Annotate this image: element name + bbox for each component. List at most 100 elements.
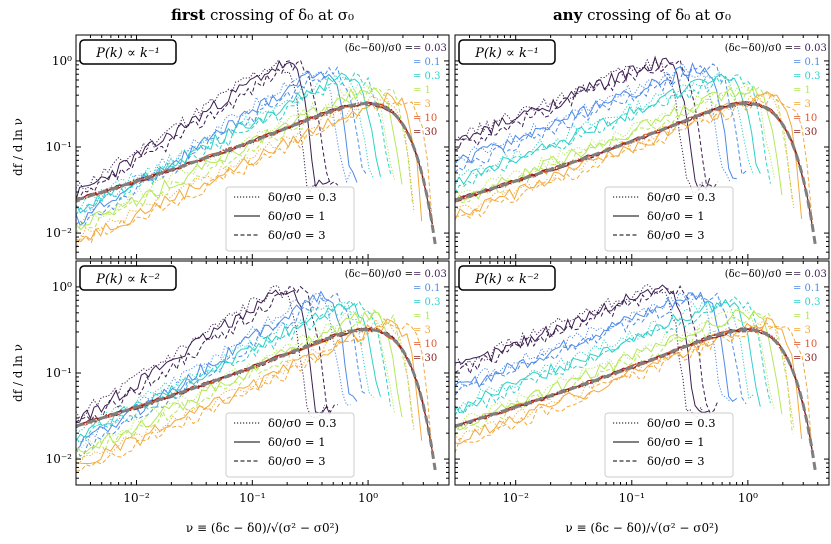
series-line-0.03-solid	[76, 60, 331, 201]
key-entry: = 3	[413, 99, 431, 110]
series-line-0.3-solid	[76, 72, 381, 214]
x-tick-label: 10⁻¹	[239, 491, 265, 505]
y-tick-label: 10⁰	[52, 54, 72, 68]
series-line-0.03-dashed	[455, 58, 719, 189]
series-line-3-solid	[76, 92, 423, 243]
series-line-3-dotted	[455, 316, 795, 443]
pk-label: P(k) ∝ k⁻²	[474, 272, 539, 287]
y-tick-label: 10⁻¹	[46, 366, 72, 380]
x-tick-label: 10⁻¹	[619, 491, 645, 505]
key-entry: = 0.03	[413, 269, 447, 280]
pk-label-box	[458, 39, 556, 65]
series-line-0.03-dashed	[455, 285, 719, 414]
series-line-0.1-solid	[76, 70, 358, 226]
pk-label: P(k) ∝ k⁻¹	[95, 46, 160, 61]
key-entry: = 0.3	[793, 297, 820, 308]
series-line-0.03-dashed	[76, 59, 339, 200]
series-line-0.3-dotted	[455, 301, 754, 411]
series-line-0.1-dashed	[76, 292, 367, 457]
key-header: (δc−δ0)/σ0 =	[725, 269, 793, 280]
legend-box	[225, 412, 355, 478]
series-line-0.1-dashed	[455, 292, 747, 405]
key-entry: = 10	[793, 113, 817, 124]
ticks	[75, 260, 450, 486]
series-line-0.3-dashed	[76, 299, 392, 444]
series-line-0.03-dotted	[455, 58, 705, 196]
x-axis-labels: ν ≡ (δc − δ0)/√(σ² − σ0²) ν ≡ (δc − δ0)/√…	[186, 521, 719, 535]
column-title: first crossing of δ₀ at σ₀	[171, 6, 354, 24]
pk-label-box	[458, 265, 556, 291]
series-line-1-dashed	[455, 311, 793, 437]
series-line-0.1-dashed	[455, 63, 747, 176]
key-entry: = 0.03	[413, 43, 447, 54]
series-line-0.3-dashed	[455, 296, 771, 416]
series-line-0.3-solid	[455, 298, 761, 414]
legend-label: δ0/σ0 = 1	[268, 435, 326, 449]
key-entry: = 0.3	[413, 297, 440, 308]
y-tick-label: 10⁻²	[46, 452, 73, 466]
series-line-0.03-dotted	[76, 285, 326, 419]
legend-label: δ0/σ0 = 3	[647, 228, 705, 242]
y-axis-labels: df / d ln ν df / d ln ν	[11, 118, 25, 402]
key-entry: = 0.03	[793, 43, 827, 54]
x-tick-label: 10⁰	[738, 491, 758, 505]
series-line-0.3-dashed	[455, 74, 771, 194]
x-axis-label: ν ≡ (δc − δ0)/√(σ² − σ0²)	[186, 521, 339, 535]
key-entry: = 3	[793, 325, 811, 336]
series-line-0.03-solid	[455, 55, 711, 192]
series-line-1-solid	[455, 85, 783, 204]
key-entry: = 1	[793, 85, 811, 96]
key-header: (δc−δ0)/σ0 =	[345, 43, 413, 54]
pk-label: P(k) ∝ k⁻²	[95, 272, 160, 287]
legend-label: δ0/σ0 = 0.3	[647, 190, 716, 204]
series-line-0.1-dotted	[455, 292, 731, 402]
key-entry: = 30	[413, 353, 437, 364]
y-tick-label: 10⁻²	[46, 226, 73, 240]
column-titles: first crossing of δ₀ at σ₀ any crossing o…	[171, 6, 731, 24]
reference-curve	[455, 327, 817, 471]
series-line-0.3-dotted	[76, 302, 374, 432]
key-entry: = 0.1	[413, 57, 440, 68]
ticks	[454, 34, 830, 260]
series-line-1-dotted	[455, 84, 775, 195]
y-axis-label: df / d ln ν	[11, 344, 25, 402]
x-tick-label: 10⁰	[358, 491, 378, 505]
key-entry: = 0.3	[413, 71, 440, 82]
series-line-1-dashed	[76, 309, 413, 460]
series-line-0.1-dotted	[455, 63, 731, 183]
key-entry: = 1	[413, 85, 431, 96]
pk-label-box	[79, 265, 177, 291]
series-line-0.1-solid	[455, 291, 738, 402]
x-tick-label: 10⁻²	[502, 491, 529, 505]
panel-bottom-right: 10⁻² 10⁻¹ 10⁰ P(k) ∝ k⁻² (δc−δ0)/σ0 = = 0.03 =…	[454, 260, 830, 505]
series-line-0.1-dashed	[76, 66, 367, 227]
series-line-1-dotted	[455, 307, 775, 431]
key-header: (δc−δ0)/σ0 =	[725, 43, 793, 54]
x-axis-label: ν ≡ (δc − δ0)/√(σ² − σ0²)	[565, 521, 718, 535]
series-line-0.1-solid	[455, 62, 737, 180]
legend-label: δ0/σ0 = 1	[647, 209, 705, 223]
series-line-0.03-dotted	[455, 284, 705, 419]
legend-label: δ0/σ0 = 0.3	[268, 190, 337, 204]
series-line-0.03-dashed	[76, 285, 338, 423]
key-entry: = 0.3	[793, 71, 820, 82]
key-entry: = 30	[793, 127, 817, 138]
key-entry: = 30	[793, 353, 817, 364]
key-entry: = 1	[413, 311, 431, 322]
series-line-3-dashed	[455, 92, 813, 223]
ticks	[454, 260, 830, 486]
key-header: (δc−δ0)/σ0 =	[345, 269, 413, 280]
reference-curve	[76, 327, 437, 471]
y-tick-label: 10⁰	[52, 280, 72, 294]
series-line-0.3-dotted	[76, 74, 374, 211]
y-axis-label: df / d ln ν	[11, 118, 25, 176]
series-line-0.3-dashed	[76, 72, 392, 216]
legend-label: δ0/σ0 = 1	[268, 209, 326, 223]
plot-area	[455, 284, 817, 471]
panel-top-right: P(k) ∝ k⁻¹ (δc−δ0)/σ0 = = 0.03 = 0.1 = 0.3 = …	[454, 34, 830, 260]
legend-label: δ0/σ0 = 0.3	[268, 416, 337, 430]
series-line-3-dotted	[76, 93, 415, 244]
series-line-30-dashed	[76, 327, 433, 451]
